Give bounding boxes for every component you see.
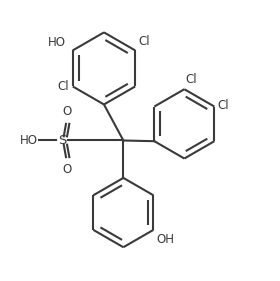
Text: Cl: Cl — [138, 35, 150, 48]
Text: Cl: Cl — [217, 99, 229, 112]
Text: O: O — [63, 105, 72, 118]
Text: O: O — [63, 163, 72, 176]
Text: HO: HO — [19, 134, 38, 147]
Text: Cl: Cl — [186, 73, 197, 87]
Text: S: S — [58, 134, 67, 147]
Text: HO: HO — [48, 36, 66, 49]
Text: Cl: Cl — [57, 80, 69, 93]
Text: OH: OH — [156, 233, 174, 246]
